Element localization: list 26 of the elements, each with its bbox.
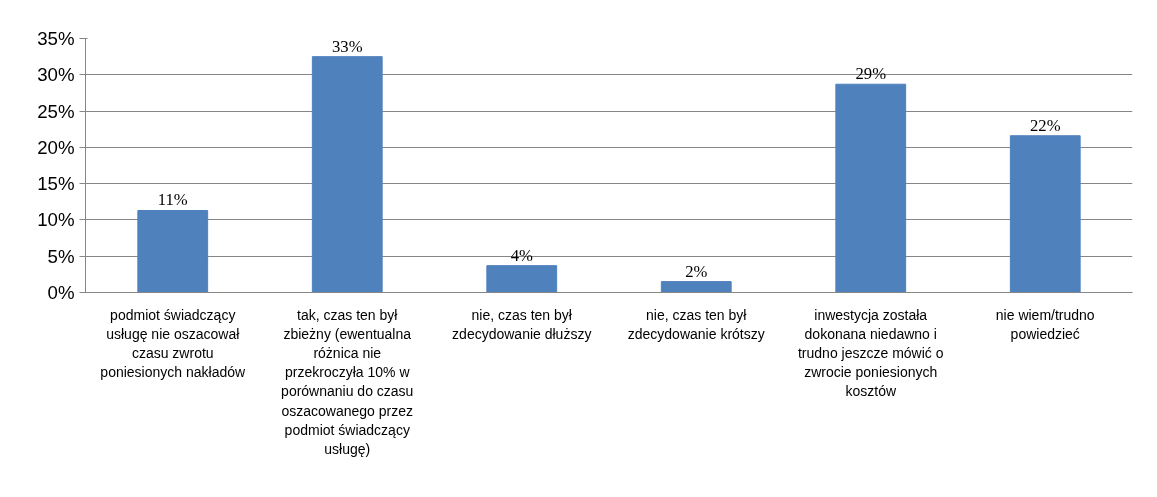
bar xyxy=(137,209,209,293)
y-tick-label: 25% xyxy=(37,100,75,122)
data-label: 22% xyxy=(1029,115,1061,135)
data-label: 11% xyxy=(157,190,188,210)
y-tick-label: 0% xyxy=(47,282,75,303)
x-tick-label: inwestycja została dokonana niedawno i trudno jeszcze mówić o zwrocie poniesionych kosztów xyxy=(798,306,944,400)
data-label: 33% xyxy=(331,36,363,56)
y-tick-label: 30% xyxy=(37,64,75,86)
bar xyxy=(660,281,732,293)
y-tick-label: 20% xyxy=(37,136,75,158)
y-tick-label: 15% xyxy=(37,173,75,195)
data-label: 4% xyxy=(510,245,533,265)
bar xyxy=(311,56,383,293)
x-tick-label: nie wiem/trudno powiedzieć xyxy=(995,306,1095,342)
x-tick-label: nie, czas ten był zdecydowanie krótszy xyxy=(627,306,765,342)
y-tick-label: 35% xyxy=(37,28,75,49)
data-label: 2% xyxy=(685,261,708,281)
y-tick-label: 5% xyxy=(47,245,75,267)
bar xyxy=(835,83,907,293)
bar xyxy=(486,265,558,293)
data-label: 29% xyxy=(855,64,887,84)
x-tick-label: nie, czas ten był zdecydowanie dłuższy xyxy=(452,306,592,342)
x-tick-label: tak, czas ten był zbieżny (ewentualna różnica nie przekroczyła 10% w porównaniu do czasu oszacowanego przez podmiot świadczący usługę) xyxy=(281,306,414,457)
y-tick-label: 10% xyxy=(37,209,75,231)
x-tick-label: podmiot świadczący usługę nie oszacował czasu zwrotu poniesionych nakładów xyxy=(100,306,247,381)
bar xyxy=(1009,135,1081,293)
